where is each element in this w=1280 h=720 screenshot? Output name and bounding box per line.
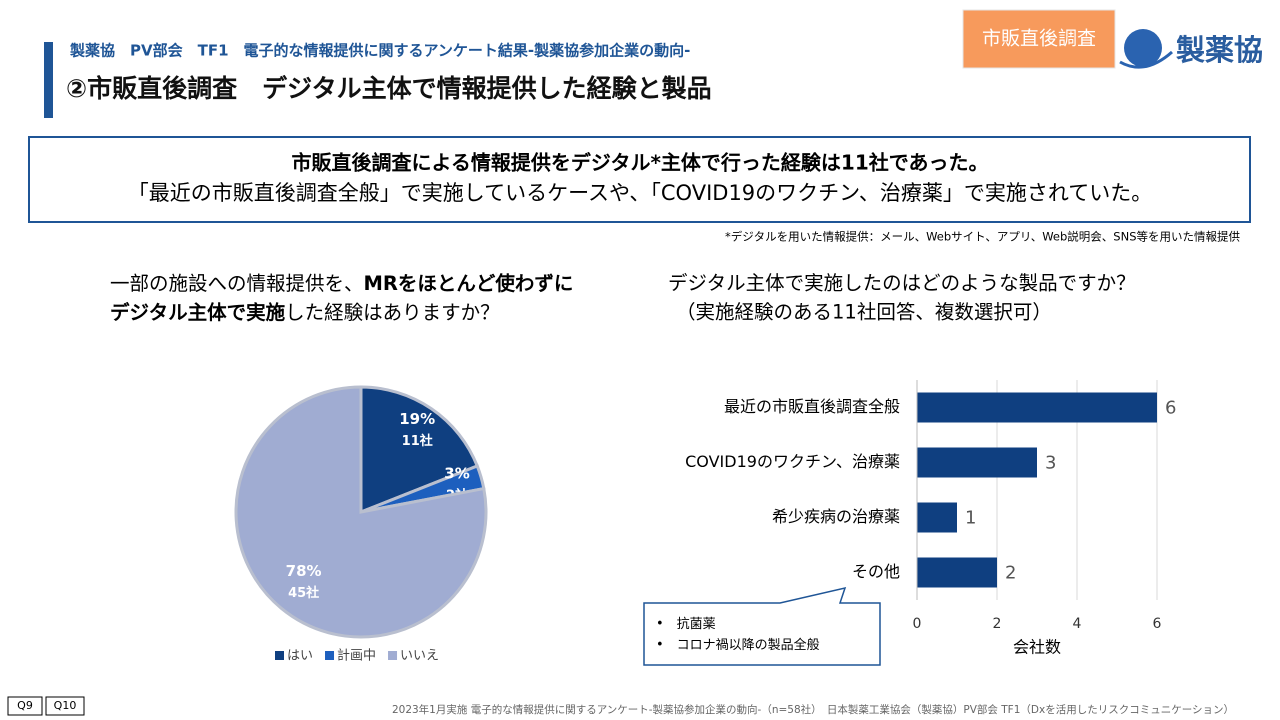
x-tick-label: 2: [993, 616, 1002, 632]
slice-label: 78%: [286, 562, 322, 580]
value-label: 1: [965, 508, 976, 529]
subtitle: 製薬協 PV部会 TF1 電子的な情報提供に関するアンケート結果-製薬協参加企業…: [69, 42, 690, 60]
category-label: 最近の市販直後調査全般: [724, 397, 900, 416]
badge: [962, 9, 1116, 69]
category-label: COVID19のワクチン、治療薬: [685, 452, 900, 471]
x-axis-label: 会社数: [1013, 638, 1061, 657]
tab[interactable]: [7, 696, 43, 716]
logo-icon: [1124, 29, 1162, 67]
callout-text: 抗菌薬: [677, 617, 716, 632]
value-label: 3: [1045, 453, 1056, 474]
callout-item: • 抗菌薬: [656, 617, 716, 632]
slice-count: 11社: [402, 433, 433, 449]
title-bar: [44, 42, 53, 118]
legend-label: はい: [287, 649, 313, 664]
slice-count: 45社: [288, 585, 319, 601]
legend-swatch: [388, 651, 398, 660]
category-label: 希少疾病の治療薬: [772, 507, 900, 526]
legend-label: いいえ: [400, 649, 439, 664]
q-text: MRをほとんど使わずに: [364, 272, 574, 295]
x-tick-label: 6: [1153, 616, 1162, 632]
summary-line: 「最近の市販直後調査全般」で実施しているケースや、「COVID19のワクチン、治…: [128, 181, 1153, 205]
pie-slice: [359, 385, 480, 515]
footer-text: 2023年1月実施 電子的な情報提供に関するアンケート-製薬協参加企業の動向-（…: [392, 703, 1234, 716]
tab-label[interactable]: Q9: [17, 699, 33, 712]
callout-box: [643, 586, 881, 666]
summary-box: [28, 136, 1251, 223]
q-text: した経験はありますか？: [285, 301, 500, 324]
bar: [917, 557, 997, 588]
question-right: デジタル主体で実施したのはどのような製品ですか？: [668, 272, 1136, 295]
pie-slice: [234, 385, 488, 639]
x-tick-label: 4: [1073, 616, 1082, 632]
legend-swatch: [325, 651, 335, 660]
note: *デジタルを用いた情報提供：メール、Webサイト、アプリ、Web説明会、SNS等…: [725, 230, 1240, 244]
logo-text: 製薬協: [1176, 33, 1263, 67]
bar: [917, 447, 1037, 478]
callout-item: • コロナ禍以降の製品全般: [656, 637, 820, 653]
question-left: 一部の施設への情報提供を、MRをほとんど使わずに: [110, 272, 573, 295]
value-label: 6: [1165, 398, 1176, 419]
value-label: 2: [1005, 563, 1016, 584]
legend-label: 計画中: [337, 648, 376, 664]
callout-text: コロナ禍以降の製品全般: [677, 637, 820, 653]
bar: [917, 502, 957, 533]
badge-text: 市販直後調査: [982, 28, 1096, 50]
slice-label: 19%: [399, 410, 435, 428]
category-label: その他: [852, 562, 900, 581]
question-left: デジタル主体で実施した経験はありますか？: [110, 301, 500, 324]
bar: [917, 392, 1157, 423]
q-text: 一部の施設への情報提供を、: [110, 272, 364, 295]
tab-label[interactable]: Q10: [54, 699, 77, 712]
title: ②市販直後調査 デジタル主体で情報提供した経験と製品: [66, 74, 712, 103]
tab[interactable]: [45, 696, 85, 716]
x-tick-label: 0: [913, 616, 922, 632]
logo-swoosh: [1119, 50, 1173, 69]
question-right: （実施経験のある11社回答、複数選択可）: [676, 301, 1052, 324]
slice-label: 3%: [444, 465, 469, 483]
summary-line: 市販直後調査による情報提供をデジタル*主体で行った経験は11社であった。: [291, 151, 988, 175]
legend-swatch: [275, 651, 284, 660]
q-text: デジタル主体で実施: [110, 301, 286, 324]
